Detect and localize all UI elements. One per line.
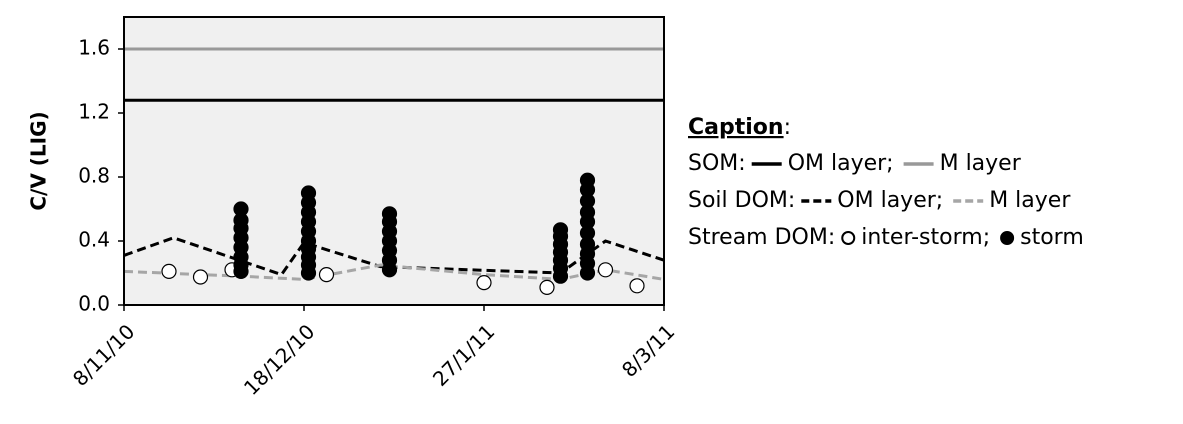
y-tick-label: 1.2 xyxy=(78,100,110,124)
legend-label: M layer xyxy=(989,188,1071,213)
x-tick-label: 8/11/10 xyxy=(68,319,139,390)
x-tick-label: 27/1/11 xyxy=(428,319,499,390)
legend-label: OM layer xyxy=(837,188,936,213)
point xyxy=(300,185,317,201)
point xyxy=(629,278,645,294)
series-line xyxy=(123,236,665,277)
legend-label: storm xyxy=(1020,225,1084,250)
plot-border xyxy=(123,16,665,306)
series-line xyxy=(123,263,665,281)
point xyxy=(318,267,335,283)
legend-group: Stream DOM: xyxy=(688,225,835,250)
y-tick-label: 0.8 xyxy=(78,164,110,188)
legend-swatch xyxy=(1000,231,1015,245)
legend-separator: ; xyxy=(936,188,943,213)
legend-group: SOM: xyxy=(688,151,746,176)
point xyxy=(161,263,177,279)
point xyxy=(552,222,569,238)
point xyxy=(579,172,596,188)
point xyxy=(192,269,209,285)
point xyxy=(233,201,249,217)
legend-title: Caption xyxy=(688,115,784,140)
x-tick-label: 8/3/11 xyxy=(617,319,679,381)
legend-label: M layer xyxy=(940,151,1022,176)
y-axis-label: C/V (LIG) xyxy=(27,111,51,210)
y-tick-label: 0.4 xyxy=(78,228,110,252)
point xyxy=(597,262,614,278)
legend-separator: ; xyxy=(886,151,893,176)
legend-label: inter-storm xyxy=(861,225,982,250)
point xyxy=(476,275,492,291)
x-tick-label: 18/12/10 xyxy=(239,319,319,399)
legend-group: Soil DOM: xyxy=(688,188,795,213)
y-tick-label: 1.6 xyxy=(78,36,110,60)
legend-swatch xyxy=(841,231,856,245)
point xyxy=(539,279,555,295)
point xyxy=(381,206,398,222)
y-tick-label: 0.0 xyxy=(78,292,110,316)
legend-title-suffix: : xyxy=(784,115,791,140)
legend-separator: ; xyxy=(983,225,990,250)
legend-label: OM layer xyxy=(788,151,887,176)
